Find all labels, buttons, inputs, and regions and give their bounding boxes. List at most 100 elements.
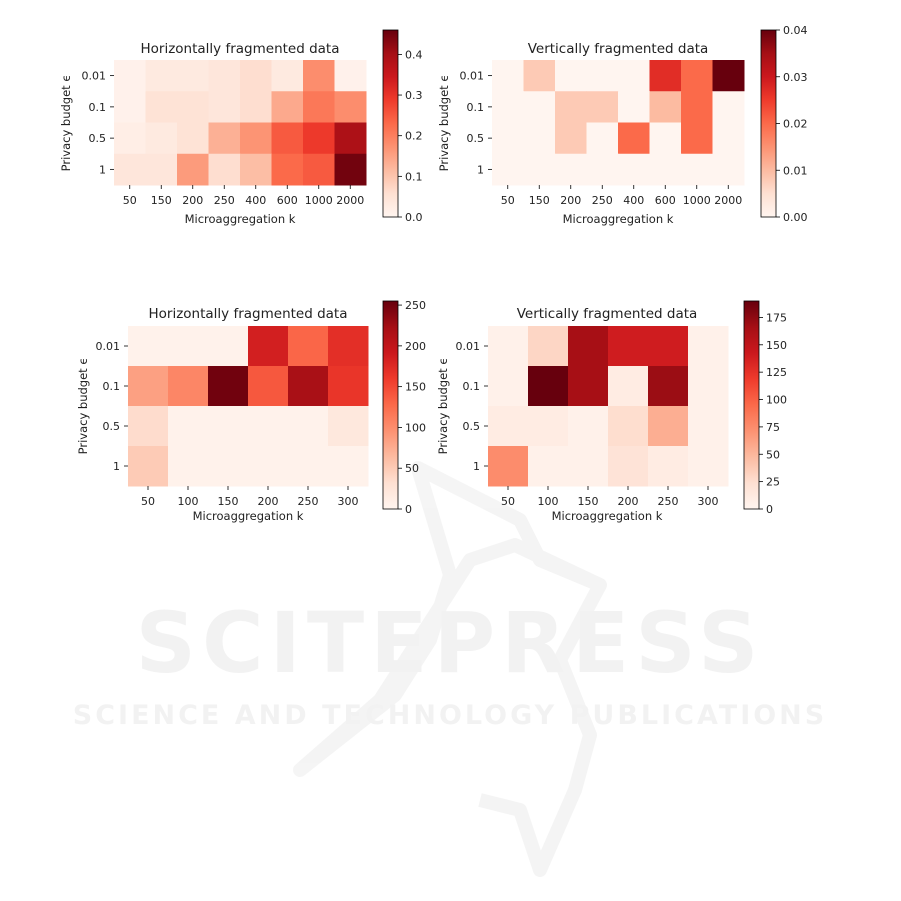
y-tick-label: 1 [477,163,484,176]
colorbar-ticks: 0.00 0.01 0.02 0.03 0.04 [776,24,808,224]
heatmap-cell [649,122,682,155]
heatmap-cell [712,153,745,186]
x-tick-label: 300 [338,495,359,508]
heatmap-cell [328,326,369,367]
heatmap-cell [288,326,329,367]
heatmap-cell [248,406,289,447]
colorbar-tick-label: 0.4 [405,48,423,61]
x-tick-label: 300 [698,495,719,508]
x-tick-label: 200 [560,194,581,207]
heatmap-cell [681,122,713,155]
heatmap-cell [288,446,329,487]
x-tick-label: 50 [501,194,515,207]
heatmap-cell [555,153,587,186]
y-tick-label: 0.1 [89,101,107,114]
heatmap-cell [649,153,682,186]
heatmap-cells [488,326,729,487]
heatmap-cell [618,60,650,92]
colorbar-tick-label: 100 [766,394,787,407]
heatmap-cell [528,446,569,487]
heatmap-cell [114,153,146,186]
heatmap-cell [145,91,178,123]
colorbar-tick-label: 0.0 [405,211,423,224]
x-tick-label: 600 [655,194,676,207]
x-tick-labels: 50 150 200 250 400 600 1000 2000 [501,185,742,207]
colorbar-tick-label: 0.2 [405,130,423,143]
colorbar-ticks: 0 25 50 75 100 125 150 175 [759,311,787,516]
y-tick-labels: 0.01 0.1 0.5 1 [82,70,114,176]
heatmap-cells [128,326,369,487]
heatmap-cell [334,122,367,155]
heatmap-cell [240,91,272,123]
y-tick-label: 0.5 [103,420,121,433]
heatmap-cell [586,153,619,186]
heatmap-cell [681,153,713,186]
heatmap-cell [248,446,289,487]
x-tick-label: 250 [592,194,613,207]
colorbar-tick-label: 150 [766,339,787,352]
heatmap-cell [303,60,335,92]
heatmap-panel-top-right: Vertically fragmented data 50 150 200 250 40… [437,24,808,226]
y-axis-label: Privacy budget ϵ [436,358,450,455]
y-tick-labels: 0.01 0.1 0.5 1 [456,340,488,473]
x-tick-label: 150 [218,495,239,508]
colorbar-tick-label: 125 [766,366,787,379]
heatmap-cell [168,366,209,407]
heatmap-cell [681,91,713,123]
x-tick-label: 400 [623,194,644,207]
heatmap-cell [208,153,241,186]
colorbar [760,29,777,218]
x-tick-label: 1000 [683,194,711,207]
y-axis-label: Privacy budget ϵ [59,75,73,172]
heatmap-cell [328,366,369,407]
x-tick-labels: 50 150 200 250 400 600 1000 2000 [123,185,364,207]
colorbar-tick-label: 100 [405,421,426,434]
x-tick-label: 600 [277,194,298,207]
heatmap-cell [248,326,289,367]
watermark-emblem [293,461,607,877]
heatmap-cell [492,91,524,123]
heatmap-cells [492,60,745,186]
y-tick-label: 0.1 [103,380,121,393]
x-axis-label: Microaggregation k [185,212,296,226]
colorbar-tick-label: 0.03 [783,71,808,84]
heatmap-cell [271,153,304,186]
x-tick-labels: 50 100 150 200 250 300 [141,486,359,508]
y-tick-label: 0.1 [463,380,481,393]
heatmap-cell [488,366,529,407]
heatmap-panel-bottom-left: Horizontally fragmented data 50 100 150 200… [76,299,426,523]
heatmap-panel-bottom-right: Vertically fragmented data 50 100 150 200 25… [436,300,787,523]
heatmap-cell [568,366,609,407]
x-tick-label: 50 [123,194,137,207]
heatmap-cell [528,366,569,407]
colorbar-tick-label: 0.01 [783,164,808,177]
x-tick-label: 250 [658,495,679,508]
colorbar-tick-label: 250 [405,299,426,312]
heatmap-cell [177,122,209,155]
heatmap-cell [334,60,367,92]
heatmap-cell [240,153,272,186]
colorbar-tick-label: 0 [766,503,773,516]
x-tick-label: 150 [151,194,172,207]
heatmap-cell [492,153,524,186]
heatmap-cell [240,122,272,155]
heatmap-cell [288,406,329,447]
heatmap-cell [568,446,609,487]
x-tick-label: 50 [501,495,515,508]
heatmap-cell [555,91,587,123]
colorbar-tick-label: 200 [405,340,426,353]
x-axis-label: Microaggregation k [552,509,663,523]
heatmap-cell [555,122,587,155]
x-tick-label: 250 [298,495,319,508]
heatmap-cell [303,91,335,123]
heatmap-cell [145,153,178,186]
heatmap-cell [648,326,689,367]
heatmap-cell [712,60,745,92]
heatmap-cell [168,406,209,447]
y-tick-label: 0.5 [89,132,107,145]
x-tick-label: 1000 [305,194,333,207]
x-tick-label: 250 [214,194,235,207]
heatmap-cell [208,122,241,155]
heatmap-cell [240,60,272,92]
